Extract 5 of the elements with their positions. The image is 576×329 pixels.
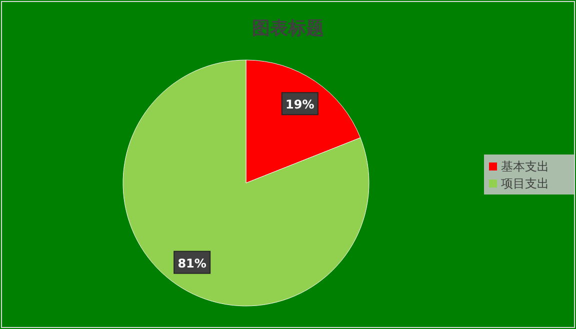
legend-label: 基本支出 (501, 160, 549, 174)
chart-title: 图表标题 (252, 18, 324, 39)
data-label: 19% (286, 98, 314, 112)
legend-label: 项目支出 (501, 176, 549, 190)
data-label: 81% (178, 256, 206, 270)
